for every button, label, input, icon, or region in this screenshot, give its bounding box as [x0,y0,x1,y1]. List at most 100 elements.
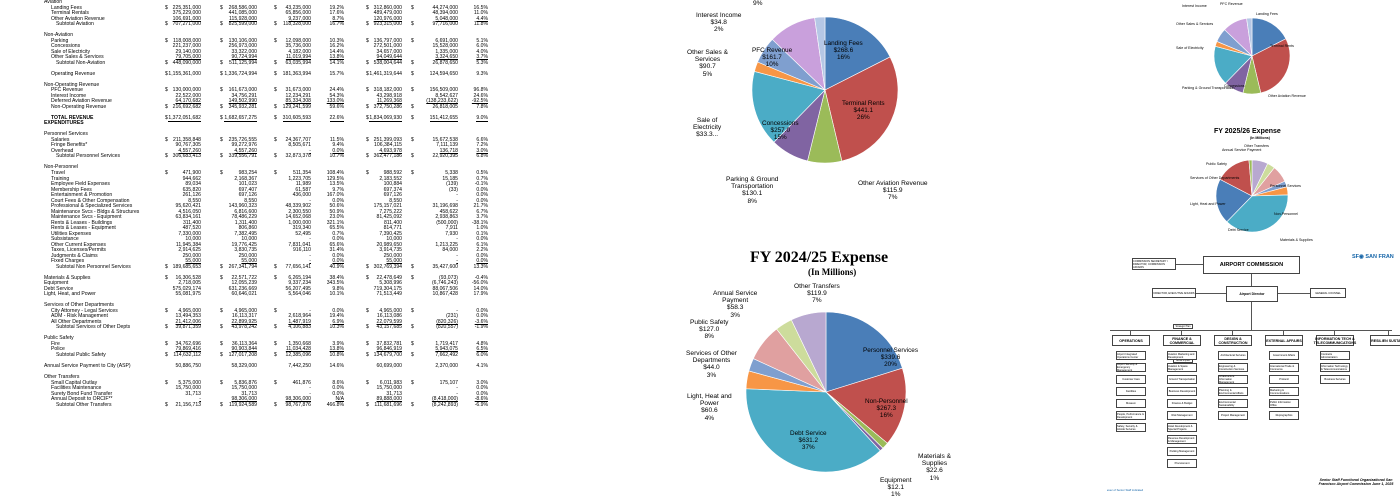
currency-symbol: $ [274,136,277,143]
exp-label-equipment: Equipment $12.1 1% [880,477,912,499]
budget-row-label: Other Aviation Revenue [51,15,105,22]
budget-cell: (231) [446,313,458,320]
budget-cell: 319,340 [292,225,311,232]
budget-row-label: Overhead [51,147,74,154]
small-rev-label-line: Sale of Electricity [1176,46,1204,50]
rev-label-landing-line: Landing Fees [824,40,863,47]
budget-cell: 6,265,194 [288,274,311,281]
rev-label-parking: Parking & Ground Transportation $130.1 8% [726,176,778,205]
small-exp-label-line: Non-Personnel [1274,212,1298,216]
budget-cell: 16,306,528 [175,274,202,281]
budget-cell: 55,081,975 [175,291,202,298]
currency-symbol: $ [165,307,168,314]
budget-cell: 33,322,000 [231,48,258,55]
budget-row: Surety Bond Fund Transfer 31,713 31,713 - 0.… [44,391,506,398]
budget-row-label: Materials & Supplies [44,274,91,281]
budget-cell: 19,776,425 [231,241,258,248]
budget-cell: 5.3% [476,59,488,66]
org-unit-box: Information Technology & Telecommunicati… [1320,363,1350,372]
budget-cell: - [456,192,458,199]
budget-cell: 0.7% [476,175,488,182]
airport-director-box: Airport Director [1226,286,1278,302]
budget-row-label: Public Safety [44,335,74,342]
budget-cell: 1,311,400 [234,219,257,226]
budget-row: Non-Aviation [44,33,506,39]
budget-cell: 4.1% [476,363,488,370]
budget-row-label: PFC Revenue [51,87,83,94]
currency-symbol: $ [411,352,414,358]
budget-cell: 12,098,000 [285,37,312,44]
budget-cell: 6.1% [476,241,488,248]
rev-label-other-aviation: Other Aviation Revenue $115.9 7% [858,180,928,202]
budget-row: PFC Revenue $130,000,000 $161,673,000 $31,6… [44,88,506,94]
budget-cell: 0.1% [476,230,488,237]
budget-cell: 1,461,319,644 [369,70,402,77]
budget-cell: 7.2% [476,142,488,149]
currency-symbol: $ [220,87,223,94]
budget-cell: 441,085,000 [228,10,257,17]
budget-cell: 4.0% [476,48,488,55]
airport-commission-box: AIRPORT COMMISSION [1203,256,1300,274]
budget-cell: 697,126 [383,192,402,199]
currency-symbol: $ [220,103,223,110]
budget-cell: 6.9% [332,318,344,325]
currency-symbol: $ [366,70,369,77]
exp-label-public-safety-line: 8% [704,333,714,341]
budget-cell: 31,673,000 [285,87,312,94]
org-unit-box: Architectural Services [1218,351,1248,360]
rev-label-sale-electricity-line: Sale of [696,117,718,124]
budget-cell: (8,242,893) [431,401,458,408]
budget-row: EXPENDITURES [44,121,506,127]
budget-cell: 5,048,000 [435,15,458,22]
rev-label-parking-line: 8% [747,197,757,205]
org-unit-box: Risk Management [1167,411,1197,420]
small-exp-label-line: Personnel Services [1270,184,1301,188]
budget-row: Travel $471,900 $983,254 $511,354 108.4% $988… [44,169,506,177]
budget-cell: 697,407 [238,186,257,193]
expense-pie [745,311,907,473]
budget-cell: 1,000,000 [288,219,311,226]
budget-cell: 65.6% [329,241,344,248]
exp-label-debt-line: Debt Service [790,430,827,437]
budget-cell: 489,479,000 [373,10,402,17]
budget-cell: - [456,385,458,392]
currency-symbol: $ [220,169,223,176]
budget-cell: -8.6% [474,396,488,403]
exp-label-other-transfers: Other Transfers $119.9 7% [794,283,840,305]
budget-cell: 10,867,428 [432,291,459,298]
budget-cell: 6.7% [476,208,488,215]
expense-title: FY 2024/25 Expense [750,249,889,266]
exp-label-personnel-line: $339.6 [880,354,901,361]
budget-cell: 61,587 [295,186,311,193]
rev-label-landing-line: 16% [836,54,850,61]
budget-cell: 0.0% [332,236,344,243]
budget-cell: 697,374 [383,186,402,193]
budget-cell: -92.5% [471,98,488,105]
budget-cell: 23.0% [329,214,344,221]
budget-cell: 130,106,000 [228,37,257,44]
exp-label-asp-line: Annual Service [713,290,758,297]
budget-cell: 77,656,141 [285,263,312,270]
exp-label-debt-line: 37% [801,444,815,451]
budget-cell: 7,831,041 [288,241,311,248]
pie-slice [745,388,881,473]
budget-row-label: Annual Deposit to ORCIF** [51,396,113,403]
budget-cell: 38.4% [329,274,344,281]
budget-cell: 17.6% [329,10,344,17]
rev-label-landing-line: $268.6 [833,47,854,54]
budget-cell: 0.0% [476,307,488,314]
budget-row-label: Judgments & Claims [51,252,98,259]
currency-symbol: $ [274,263,277,270]
org-line [1232,330,1233,335]
budget-cell: 0.5% [476,169,488,176]
currency-symbol: $ [165,59,168,66]
budget-cell: 60,699,000 [376,363,403,370]
currency-symbol: $ [220,274,223,281]
exp-label-non-personnel-line: 16% [879,412,893,419]
budget-cell: - [456,258,458,265]
currency-symbol: $ [366,103,369,110]
budget-row-label: Travel [51,169,65,176]
budget-cell: 40.9% [329,263,344,270]
budget-row: Annual Deposit to ORCIF** - 98,306,000 98,3… [44,397,506,403]
budget-row: Subtotal Other Transfers $21,156,713 $119,… [44,401,506,409]
